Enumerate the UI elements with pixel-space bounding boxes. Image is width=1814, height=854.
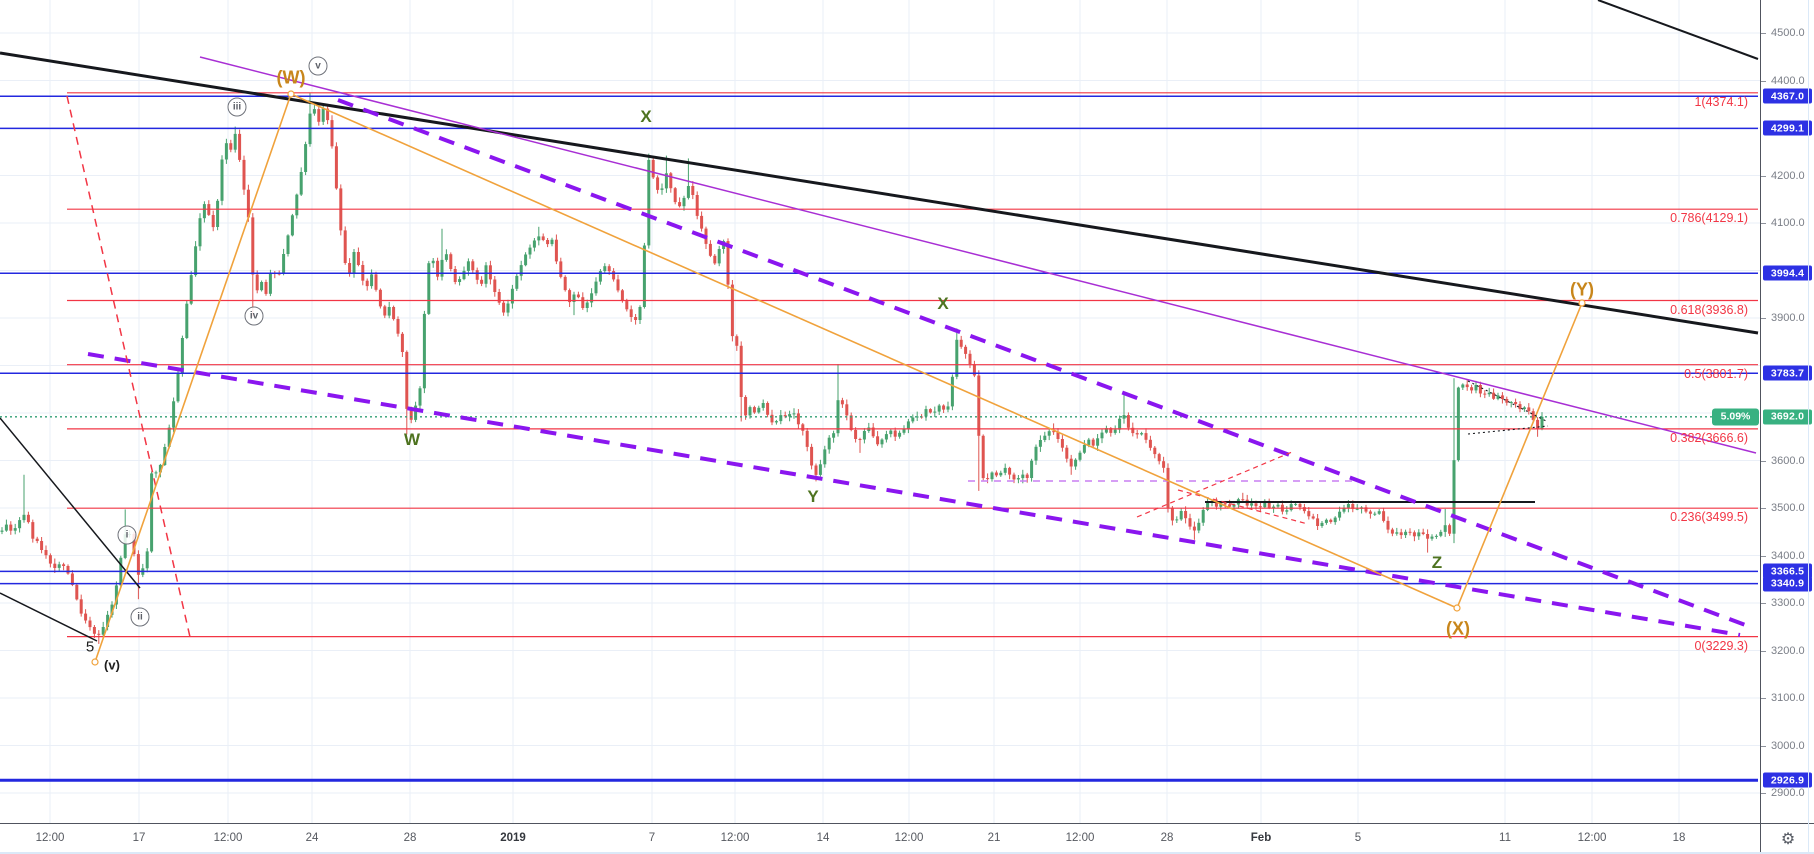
price-tick-mark	[1761, 793, 1766, 794]
price-tick-mark	[1761, 318, 1766, 319]
time-axis[interactable]: 12:00 17 12:00 24 28 2019 7 12:00 14 12:00 21 12:00…	[0, 823, 1760, 854]
price-tick-label: 4200.0	[1771, 169, 1805, 182]
alert-price-badge: 3340.9	[1763, 576, 1812, 592]
alert-price-badge: 3994.4	[1763, 265, 1812, 281]
price-tick-mark	[1761, 223, 1766, 224]
time-tick-label: 7	[648, 832, 656, 844]
price-tick-mark	[1761, 698, 1766, 699]
price-tick-mark	[1761, 745, 1766, 747]
alert-price-badge: 3366.5	[1763, 563, 1812, 579]
price-tick-mark	[1761, 80, 1766, 82]
time-tick-label: 24	[305, 832, 319, 844]
alert-price-badge: 2926.9	[1763, 772, 1812, 788]
time-tick-label: 12:00	[213, 832, 243, 844]
time-tick-label: 11	[1499, 832, 1511, 844]
price-tick-label: 3300.0	[1771, 597, 1805, 609]
time-tick-label: 12:00	[1065, 832, 1095, 844]
price-tick-mark	[1761, 555, 1766, 557]
current-price-badge: 3692.0	[1763, 409, 1812, 425]
price-tick-label: 3200.0	[1771, 644, 1805, 657]
time-tick-label: 5	[1354, 832, 1362, 844]
price-tick-mark	[1761, 175, 1766, 177]
price-axis[interactable]: 4500.0 4400.0 4200.0 4100.0 3900.0 3600.0 3500…	[1760, 0, 1814, 823]
alert-price-badge: 4367.0	[1763, 88, 1812, 104]
bottom-edge-line	[0, 852, 1814, 854]
gear-icon[interactable]: ⚙	[1780, 830, 1796, 848]
alert-price-badge: 4299.1	[1763, 120, 1812, 136]
right-edge-line	[1808, 0, 1809, 852]
time-tick-label: 12:00	[1577, 832, 1607, 844]
time-tick-label: 21	[987, 832, 1001, 844]
time-tick-label: 28	[1160, 832, 1174, 844]
price-tick-mark	[1761, 650, 1766, 652]
axis-settings-corner[interactable]: ⚙	[1760, 823, 1814, 854]
alert-price-badge: 3783.7	[1763, 365, 1812, 381]
price-tick-label: 4500.0	[1771, 27, 1805, 39]
price-tick-label: 3600.0	[1771, 454, 1805, 467]
price-tick-label: 4400.0	[1771, 74, 1805, 87]
price-change-badge: 5.09%	[1712, 408, 1759, 426]
time-tick-label: 14	[816, 832, 830, 844]
price-tick-label: 3100.0	[1771, 692, 1805, 704]
time-tick-label: 17	[132, 832, 146, 844]
time-tick-label: 12:00	[35, 832, 65, 844]
price-tick-mark	[1761, 603, 1766, 604]
price-tick-label: 3000.0	[1771, 739, 1805, 752]
time-tick-label: 2019	[500, 832, 526, 844]
price-tick-label: 4100.0	[1771, 217, 1805, 229]
price-tick-mark	[1761, 33, 1766, 34]
time-tick-label: 12:00	[894, 832, 924, 844]
time-tick-label: Feb	[1250, 832, 1272, 844]
time-tick-label: 12:00	[720, 832, 750, 844]
price-tick-label: 3500.0	[1771, 502, 1805, 514]
price-tick-label: 3900.0	[1771, 312, 1805, 324]
price-tick-label: 2900.0	[1771, 787, 1805, 799]
price-tick-mark	[1761, 460, 1766, 462]
time-tick-label: 18	[1672, 832, 1686, 844]
time-tick-label: 28	[403, 832, 417, 844]
price-tick-label: 3400.0	[1771, 549, 1805, 562]
price-tick-mark	[1761, 508, 1766, 509]
